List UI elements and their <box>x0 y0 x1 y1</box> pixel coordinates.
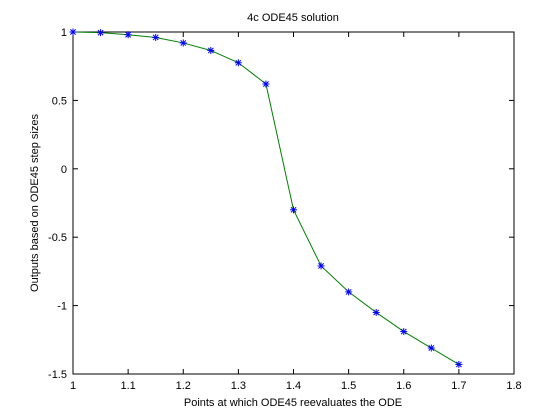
data-point-marker <box>372 308 380 316</box>
data-point-marker <box>179 39 187 47</box>
chart-title: 4c ODE45 solution <box>247 12 339 24</box>
data-point-marker <box>455 360 463 368</box>
data-point-marker <box>317 262 325 270</box>
x-tick-label: 1.2 <box>176 380 191 392</box>
y-tick-label: 0.5 <box>52 95 67 107</box>
data-point-marker <box>69 28 77 36</box>
data-point-marker <box>345 288 353 296</box>
y-axis-label: Outputs based on ODE45 step sizes <box>29 114 41 292</box>
x-tick-label: 1.5 <box>341 380 356 392</box>
data-point-marker <box>97 29 105 37</box>
y-tick-label: -0.5 <box>48 232 67 244</box>
x-tick-label: 1.8 <box>506 380 521 392</box>
x-tick-label: 1.3 <box>231 380 246 392</box>
data-point-marker <box>207 46 215 54</box>
data-point-marker <box>290 206 297 214</box>
data-point-marker <box>152 33 160 41</box>
x-axis-label: Points at which ODE45 reevaluates the OD… <box>184 397 402 409</box>
x-tick-label: 1.4 <box>286 380 301 392</box>
data-point-marker <box>400 328 408 336</box>
markers-layer <box>69 28 463 368</box>
x-tick-label: 1.7 <box>451 380 466 392</box>
x-tick-label: 1.6 <box>396 380 411 392</box>
ticks-layer: 1 1.1 1.2 1.3 1.4 1.5 1.6 1.7 1.8 1 0.5 0 -0.5 -1 -1.5 <box>48 27 522 392</box>
data-point-marker <box>262 80 270 88</box>
y-tick-label: -1 <box>57 301 67 313</box>
data-point-marker <box>234 59 242 67</box>
x-tick-label: 1 <box>70 380 76 392</box>
y-tick-label: 0 <box>61 164 67 176</box>
data-point-marker <box>427 344 435 352</box>
data-point-marker <box>124 31 132 39</box>
plot-area <box>72 31 515 375</box>
x-tick-label: 1.1 <box>120 380 135 392</box>
y-tick-label: -1.5 <box>48 369 67 381</box>
y-tick-label: 1 <box>61 27 67 39</box>
